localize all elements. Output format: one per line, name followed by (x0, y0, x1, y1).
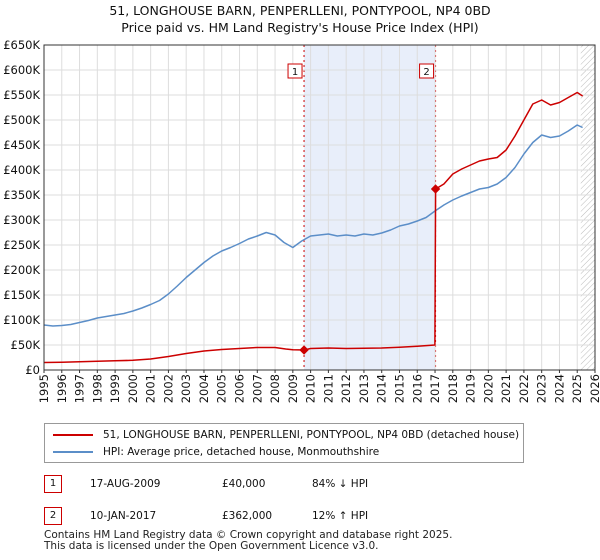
x-tick-label: 2013 (357, 374, 371, 403)
y-tick-label: £250K (3, 238, 40, 252)
x-tick-label: 1999 (108, 374, 122, 403)
y-tick-label: £300K (3, 213, 40, 227)
sale-label-box (419, 63, 435, 79)
x-tick-label: 2014 (375, 374, 389, 403)
y-tick-label: £550K (3, 88, 40, 102)
y-tick-label: £50K (11, 338, 41, 352)
chart-title: 51, LONGHOUSE BARN, PENPERLLENI, PONTYPO… (0, 2, 600, 36)
x-tick-label: 2025 (570, 374, 584, 403)
x-tick-label: 2010 (304, 374, 318, 403)
x-tick-label: 2016 (410, 374, 424, 403)
legend: 51, LONGHOUSE BARN, PENPERLLENI, PONTYPO… (44, 423, 524, 463)
y-tick-label: £0 (25, 363, 40, 377)
y-tick-label: £600K (3, 63, 40, 77)
sale-hpi-change: 84% ↓ HPI (312, 478, 369, 490)
hatched-region (580, 45, 595, 370)
x-tick-label: 2005 (215, 374, 229, 403)
sale-number-badge: 1 (44, 475, 62, 493)
sale-label-number: 2 (423, 67, 429, 78)
price-chart: £0 £50K £100K £150K £200K £250K £300K £350K £400… (3, 38, 600, 403)
chart-subtitle: Price paid vs. HM Land Registry's House … (121, 20, 479, 35)
legend-label-hpi: HPI: Average price, detached house, Monm… (103, 446, 380, 458)
legend-item-hpi: HPI: Average price, detached house, Monm… (53, 444, 379, 460)
y-tick-label: £150K (3, 288, 40, 302)
x-tick-label: 2015 (392, 374, 406, 403)
x-tick-label: 2026 (588, 374, 600, 403)
y-tick-label: £400K (3, 163, 40, 177)
x-tick-label: 2011 (321, 374, 335, 403)
sale-row: 2 10-JAN-2017 £362,000 12% ↑ HPI (44, 506, 544, 526)
x-tick-label: 2019 (464, 374, 478, 403)
x-tick-label: 2004 (197, 374, 211, 403)
x-tick-label: 2001 (144, 374, 158, 403)
x-tick-label: 2003 (179, 374, 193, 403)
footer-copyright: Contains HM Land Registry data © Crown c… (44, 529, 453, 541)
chart-title-line: 51, LONGHOUSE BARN, PENPERLLENI, PONTYPO… (109, 3, 491, 18)
sale-hpi-change: 12% ↑ HPI (312, 510, 369, 522)
property-price-line (43, 91, 584, 364)
hpi-line (43, 124, 583, 327)
sale-price: £40,000 (222, 478, 266, 490)
x-tick-label: 2009 (286, 374, 300, 403)
legend-label-property: 51, LONGHOUSE BARN, PENPERLLENI, PONTYPO… (103, 429, 520, 441)
sale-row: 1 17-AUG-2009 £40,000 84% ↓ HPI (44, 474, 544, 494)
axes-frame (43, 44, 596, 371)
sale-label-number: 1 (292, 67, 298, 78)
x-tick-label: 2012 (339, 374, 353, 403)
y-tick-label: £200K (3, 263, 40, 277)
x-tick-label: 2000 (126, 374, 140, 403)
x-tick-label: 2007 (250, 374, 264, 403)
x-tick-label: 2021 (499, 374, 513, 403)
sale-label-box (287, 63, 303, 79)
sale-date: 10-JAN-2017 (90, 510, 157, 522)
sale-number-badge: 2 (44, 507, 62, 525)
y-tick-label: £100K (3, 313, 40, 327)
x-tick-label: 2024 (552, 374, 566, 403)
footer-licence: This data is licensed under the Open Gov… (44, 540, 379, 552)
x-tick-label: 2017 (428, 374, 442, 403)
x-tick-label: 2002 (161, 374, 175, 403)
x-tick-label: 2023 (535, 374, 549, 403)
footer: Contains HM Land Registry data © Crown c… (44, 530, 452, 552)
y-tick-label: £350K (3, 188, 40, 202)
legend-swatch-property (53, 434, 93, 436)
x-tick-label: 1998 (90, 374, 104, 403)
x-tick-label: 2006 (233, 374, 247, 403)
x-tick-label: 1995 (37, 374, 51, 403)
x-tick-label: 2020 (481, 374, 495, 403)
y-tick-label: £650K (3, 38, 40, 52)
sale-point (299, 345, 309, 355)
x-tick-label: 1996 (55, 374, 69, 403)
x-tick-label: 2022 (517, 374, 531, 403)
legend-swatch-hpi (53, 451, 93, 453)
shaded-period (304, 45, 436, 370)
x-tick-label: 2008 (268, 374, 282, 403)
y-tick-label: £450K (3, 138, 40, 152)
sale-point (430, 184, 441, 194)
x-tick-label: 1997 (73, 374, 87, 403)
sale-date: 17-AUG-2009 (90, 478, 161, 490)
y-tick-label: £500K (3, 113, 40, 127)
x-tick-label: 2018 (446, 374, 460, 403)
sale-price: £362,000 (222, 510, 273, 522)
legend-item-property: 51, LONGHOUSE BARN, PENPERLLENI, PONTYPO… (53, 427, 519, 443)
